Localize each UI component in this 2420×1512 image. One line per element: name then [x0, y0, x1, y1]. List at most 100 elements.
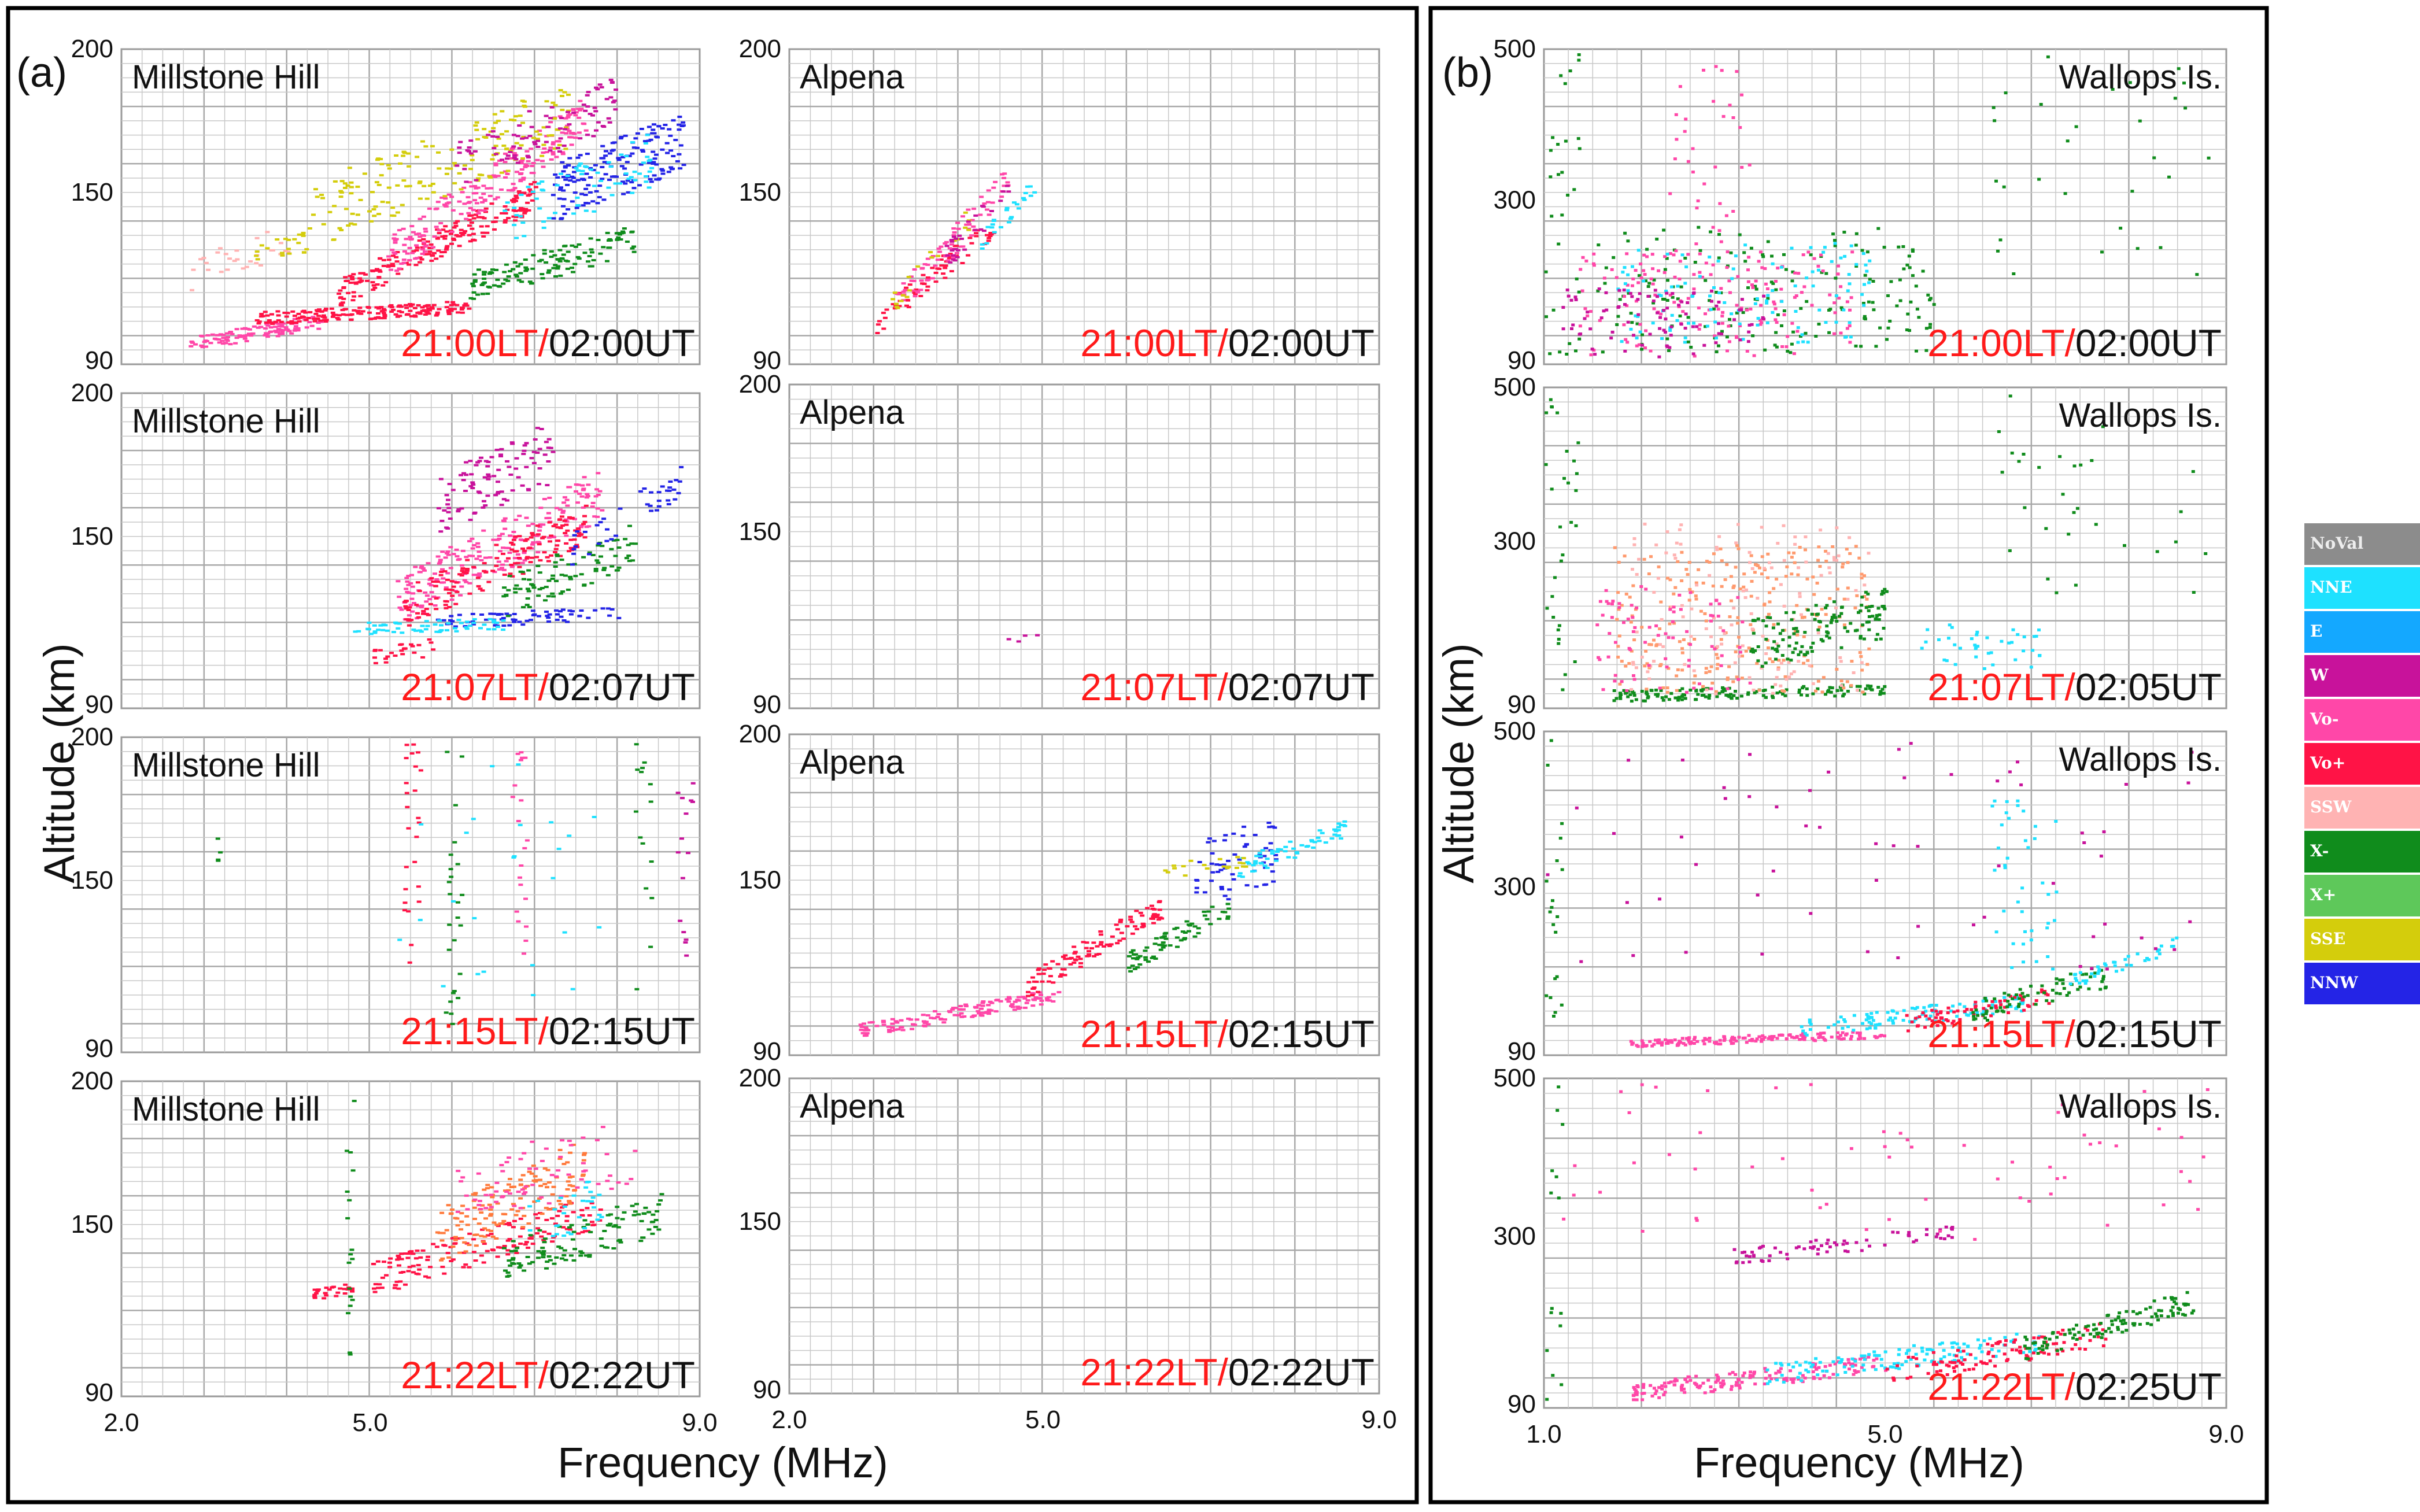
data-point	[487, 1203, 492, 1206]
data-point	[416, 304, 421, 306]
data-point	[347, 167, 352, 169]
data-point	[472, 279, 478, 282]
data-point	[2130, 190, 2134, 193]
data-point	[419, 258, 424, 261]
data-point	[1794, 294, 1798, 297]
data-point	[944, 245, 949, 247]
data-point	[557, 150, 562, 153]
data-point	[1796, 326, 1800, 330]
data-point	[464, 620, 470, 623]
data-point	[581, 506, 586, 509]
data-point	[558, 274, 563, 277]
data-point	[549, 1217, 555, 1220]
data-point	[488, 130, 493, 133]
data-point	[459, 308, 464, 311]
data-point	[594, 488, 600, 491]
data-point	[579, 1252, 585, 1255]
data-point	[293, 327, 298, 330]
data-point	[2152, 156, 2156, 160]
data-point	[1619, 692, 1623, 695]
data-point	[1723, 578, 1727, 581]
data-point	[1753, 571, 1757, 574]
data-point	[1626, 695, 1630, 698]
data-point	[620, 231, 626, 234]
y-tick-label: 200	[71, 723, 113, 751]
data-point	[530, 532, 535, 535]
data-point	[254, 236, 260, 239]
data-point	[1665, 337, 1669, 341]
data-point	[954, 254, 959, 257]
data-point	[1596, 289, 1600, 293]
data-point	[1756, 317, 1760, 320]
data-point	[454, 581, 459, 584]
data-point	[677, 153, 682, 156]
data-point	[616, 236, 621, 239]
data-point	[1276, 848, 1281, 851]
data-point	[445, 167, 450, 170]
data-point	[1799, 335, 1802, 338]
data-point	[1683, 341, 1687, 344]
data-point	[1225, 917, 1231, 920]
data-point	[295, 329, 301, 332]
data-point	[608, 1174, 612, 1177]
data-point	[345, 1217, 350, 1219]
data-point	[1760, 266, 1764, 269]
data-point	[1729, 693, 1732, 696]
data-point	[657, 177, 662, 180]
data-point	[467, 181, 472, 184]
data-point	[1678, 689, 1682, 692]
data-point	[562, 212, 567, 215]
data-point	[1708, 694, 1712, 697]
data-point	[1022, 634, 1028, 637]
data-point	[1616, 656, 1620, 659]
y-tick-label: 200	[71, 1067, 113, 1095]
data-point	[1636, 249, 1641, 252]
data-point	[475, 138, 481, 141]
data-point	[225, 339, 230, 342]
data-point	[458, 594, 463, 597]
data-point	[877, 320, 882, 323]
data-point	[585, 94, 590, 97]
data-point	[899, 1026, 904, 1029]
data-point	[640, 767, 645, 770]
data-point	[204, 340, 209, 342]
data-point	[372, 1291, 378, 1293]
data-point	[564, 523, 569, 526]
data-point	[1762, 317, 1766, 321]
data-point	[637, 184, 642, 187]
data-point	[526, 160, 531, 162]
data-point	[583, 1186, 589, 1189]
data-point	[1715, 337, 1718, 340]
data-point	[1571, 323, 1575, 327]
data-point	[494, 1181, 500, 1184]
data-point	[454, 630, 459, 633]
data-point	[912, 295, 918, 298]
data-point	[395, 251, 400, 253]
data-point	[550, 578, 555, 580]
data-point	[525, 201, 530, 204]
data-point	[265, 332, 271, 335]
data-point	[562, 496, 567, 499]
data-point	[442, 235, 448, 238]
data-point	[507, 1223, 512, 1226]
data-point	[1841, 694, 1845, 698]
data-point	[1006, 190, 1011, 193]
data-point	[581, 556, 586, 559]
time-lt: 21:22LT/	[401, 1354, 549, 1396]
data-point	[498, 455, 503, 457]
data-point	[1225, 915, 1231, 918]
data-point	[420, 306, 425, 309]
data-point	[574, 167, 579, 169]
data-point	[445, 629, 449, 631]
data-point	[522, 100, 527, 103]
data-point	[420, 567, 426, 570]
data-point	[444, 205, 449, 208]
data-point	[905, 298, 910, 301]
data-point	[235, 258, 240, 261]
data-point	[348, 1151, 353, 1154]
data-point	[1618, 298, 1622, 301]
data-point	[562, 1205, 567, 1208]
data-point	[631, 245, 637, 248]
data-point	[1659, 600, 1663, 604]
data-point	[472, 1206, 477, 1209]
